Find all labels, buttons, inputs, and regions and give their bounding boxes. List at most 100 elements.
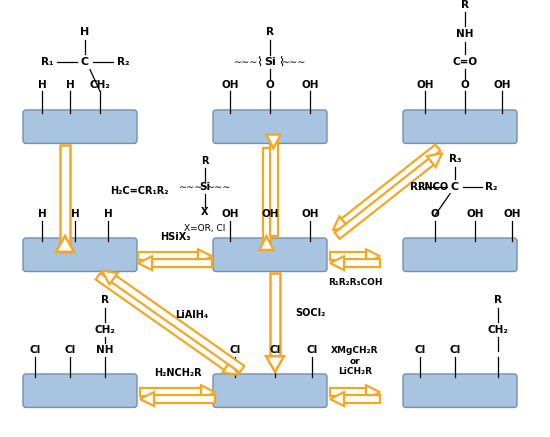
Polygon shape <box>270 135 278 236</box>
Text: OH: OH <box>221 209 239 219</box>
Text: OH: OH <box>301 209 319 219</box>
FancyBboxPatch shape <box>23 110 137 143</box>
FancyBboxPatch shape <box>23 238 137 271</box>
Polygon shape <box>330 388 366 396</box>
Polygon shape <box>262 149 271 250</box>
Text: ⌇: ⌇ <box>256 55 262 68</box>
Text: CH₂: CH₂ <box>487 325 508 335</box>
Text: H: H <box>70 209 79 219</box>
Text: Cl: Cl <box>449 345 461 355</box>
Text: NH: NH <box>96 345 114 355</box>
Polygon shape <box>427 153 442 167</box>
Text: C=O: C=O <box>453 57 477 67</box>
Text: OH: OH <box>301 80 319 90</box>
Text: CH₂: CH₂ <box>90 80 111 90</box>
Text: OH: OH <box>221 80 239 90</box>
Polygon shape <box>198 250 212 263</box>
Text: XMgCH₂R
or
LiCH₂R: XMgCH₂R or LiCH₂R <box>331 346 379 376</box>
Text: ∼∼∼: ∼∼∼ <box>179 182 203 192</box>
Polygon shape <box>140 392 154 406</box>
Polygon shape <box>335 159 434 239</box>
Polygon shape <box>266 356 284 372</box>
Text: OH: OH <box>261 209 279 219</box>
Polygon shape <box>330 392 344 406</box>
Text: R: R <box>201 156 209 166</box>
Text: O: O <box>431 209 439 219</box>
Polygon shape <box>333 216 348 230</box>
Polygon shape <box>138 252 198 260</box>
Polygon shape <box>341 145 441 225</box>
Polygon shape <box>344 395 380 403</box>
Polygon shape <box>366 385 380 399</box>
Polygon shape <box>111 275 244 372</box>
Text: ⌇: ⌇ <box>278 55 284 68</box>
Polygon shape <box>56 236 74 252</box>
Text: R₁R₂R₃COH: R₁R₂R₃COH <box>328 278 382 287</box>
Polygon shape <box>267 135 280 149</box>
Text: Cl: Cl <box>64 345 76 355</box>
Text: H: H <box>37 209 46 219</box>
FancyBboxPatch shape <box>213 374 327 407</box>
Text: CH₂: CH₂ <box>95 325 116 335</box>
Text: ∼∼∼: ∼∼∼ <box>207 182 231 192</box>
Text: X: X <box>201 208 209 218</box>
Polygon shape <box>330 252 366 260</box>
Polygon shape <box>138 256 152 270</box>
Text: H: H <box>65 80 74 90</box>
Polygon shape <box>366 250 380 263</box>
Polygon shape <box>102 271 118 284</box>
Text: H: H <box>103 209 112 219</box>
Text: H₂NCH₂R: H₂NCH₂R <box>153 368 201 378</box>
Text: R₃: R₃ <box>449 154 461 164</box>
Text: C: C <box>451 182 459 192</box>
Text: OH: OH <box>466 209 484 219</box>
Text: Cl: Cl <box>414 345 426 355</box>
Text: R₁: R₁ <box>41 57 53 67</box>
Text: R₁: R₁ <box>410 182 422 192</box>
Text: RNCO: RNCO <box>417 182 449 192</box>
Polygon shape <box>60 146 70 252</box>
Text: Cl: Cl <box>229 345 241 355</box>
Polygon shape <box>330 256 344 270</box>
Text: O: O <box>461 80 469 90</box>
Text: OH: OH <box>416 80 434 90</box>
Text: NH: NH <box>456 29 474 39</box>
Text: R: R <box>461 0 469 10</box>
Polygon shape <box>201 385 215 399</box>
Polygon shape <box>260 236 273 250</box>
Text: Cl: Cl <box>270 345 280 355</box>
Text: SOCl₂: SOCl₂ <box>295 308 326 318</box>
FancyBboxPatch shape <box>213 110 327 143</box>
Polygon shape <box>344 259 380 267</box>
FancyBboxPatch shape <box>403 374 517 407</box>
Text: LiAlH₄: LiAlH₄ <box>175 310 208 320</box>
FancyBboxPatch shape <box>213 238 327 271</box>
Text: Cl: Cl <box>29 345 41 355</box>
Text: HSiX₃: HSiX₃ <box>160 232 190 242</box>
Text: R₂: R₂ <box>117 57 129 67</box>
Text: ∼∼∼: ∼∼∼ <box>282 57 306 67</box>
Polygon shape <box>96 273 229 370</box>
Text: Cl: Cl <box>306 345 318 355</box>
Text: OH: OH <box>493 80 511 90</box>
Text: R: R <box>266 27 274 37</box>
Text: H: H <box>37 80 46 90</box>
Text: H: H <box>80 27 90 37</box>
FancyBboxPatch shape <box>403 110 517 143</box>
FancyBboxPatch shape <box>23 374 137 407</box>
FancyBboxPatch shape <box>403 238 517 271</box>
Text: H₂C=CR₁R₂: H₂C=CR₁R₂ <box>110 186 168 196</box>
Text: O: O <box>266 80 274 90</box>
Text: R: R <box>101 295 109 305</box>
Polygon shape <box>152 259 212 267</box>
Polygon shape <box>270 274 280 356</box>
Text: X=OR, Cl: X=OR, Cl <box>184 224 225 232</box>
Polygon shape <box>223 361 238 375</box>
Text: R: R <box>494 295 502 305</box>
Polygon shape <box>154 395 215 403</box>
Text: ∼∼∼: ∼∼∼ <box>234 57 258 67</box>
Text: Si: Si <box>200 182 211 192</box>
Text: C: C <box>81 57 89 67</box>
Text: Si: Si <box>264 57 276 67</box>
Text: R₂: R₂ <box>485 182 497 192</box>
